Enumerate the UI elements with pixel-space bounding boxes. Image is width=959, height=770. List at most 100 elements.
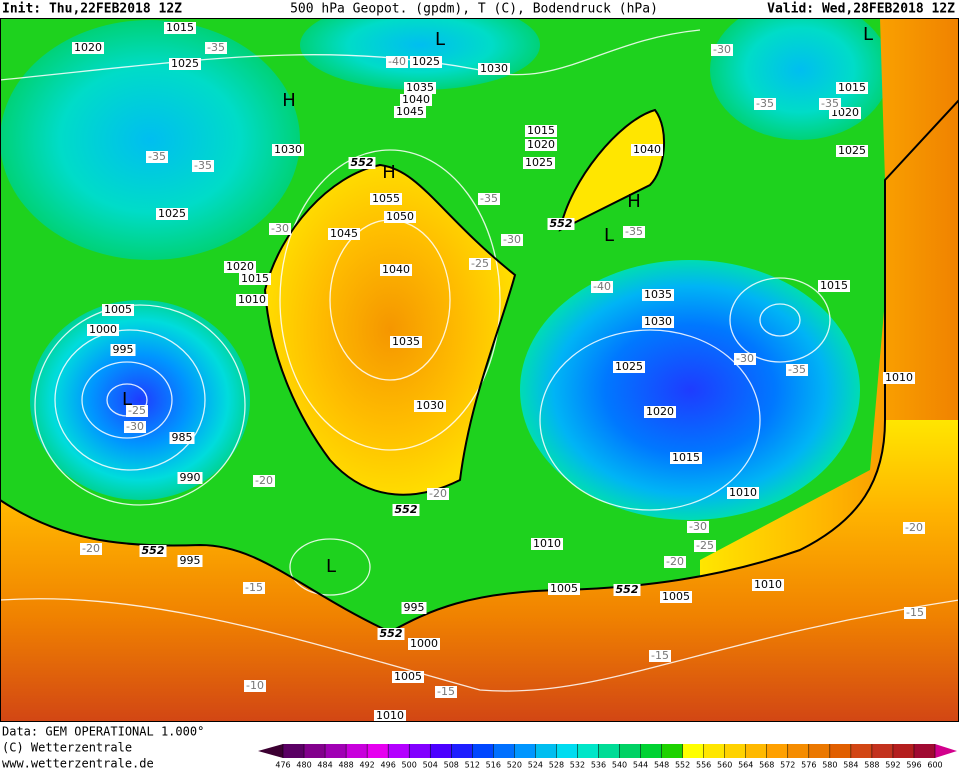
pressure-label: 1000 <box>89 323 117 336</box>
colorbar: 476 480 484 488 492 496 500 504 508 512 516 520 524 5… <box>258 744 957 770</box>
pressure-label: 995 <box>180 554 201 567</box>
temperature-label-box <box>734 353 756 365</box>
pressure-label-box <box>414 400 446 412</box>
temperature-label-box <box>427 488 449 500</box>
pressure-label-box <box>380 264 412 276</box>
copyright: (C) Wetterzentrale <box>2 741 132 755</box>
colorbar-swatch <box>430 744 452 758</box>
temperature-label: -25 <box>471 257 489 270</box>
colorbar-label: 492 <box>359 761 374 770</box>
colorbar-label: 536 <box>591 761 606 770</box>
temperature-label: -35 <box>148 150 166 163</box>
colorbar-label: 564 <box>738 761 753 770</box>
height-label-box <box>547 218 575 230</box>
temperature-label-group: -15 <box>243 581 265 594</box>
temperature-label: -15 <box>437 685 455 698</box>
pressure-label: 1030 <box>416 399 444 412</box>
temperature-label-box <box>192 160 214 172</box>
colorbar-label: 544 <box>633 761 648 770</box>
isohypse-552 <box>0 99 959 634</box>
pressure-label-group: 1010 <box>531 537 563 550</box>
colorbar-label: 500 <box>402 761 417 770</box>
temperature-label-group: -20 <box>664 555 686 568</box>
temperature-label-group: -35 <box>786 363 808 376</box>
pressure-label-group: 1025 <box>169 57 201 70</box>
pressure-label-group: 985 <box>169 431 195 444</box>
height-label-box <box>613 584 641 596</box>
pressure-label-box <box>392 671 424 683</box>
temperature-label-box <box>435 686 457 698</box>
temperature-label: -10 <box>246 679 264 692</box>
pressure-label: 1015 <box>241 272 269 285</box>
pressure-label-box <box>400 94 432 106</box>
temperature-label: -35 <box>625 225 643 238</box>
pressure-label-box <box>525 139 557 151</box>
pressure-label-group: 1010 <box>752 578 784 591</box>
pressure-label-group: 1030 <box>272 143 304 156</box>
colorbar-swatch <box>472 744 494 758</box>
pressure-label-group: 1015 <box>818 279 850 292</box>
pressure-label-box <box>169 432 195 444</box>
pressure-label: 1035 <box>392 335 420 348</box>
temperature-label-box <box>478 193 500 205</box>
ridge <box>560 110 665 230</box>
pressure-label-box <box>87 324 119 336</box>
height-label: 552 <box>380 627 403 640</box>
pressure-label-box <box>169 58 201 70</box>
pressure-label: 1025 <box>412 55 440 68</box>
colorbar-swatch <box>850 744 872 758</box>
temperature-label-box <box>243 582 265 594</box>
pressure-label: 1010 <box>376 709 404 722</box>
colorbar-label: 516 <box>486 761 501 770</box>
pressure-label-group: 1010 <box>374 709 406 722</box>
pressure-label-group: 1005 <box>548 582 580 595</box>
pressure-label-box <box>478 63 510 75</box>
pressure-label: 1010 <box>238 293 266 306</box>
pressure-label-group: 995 <box>110 343 136 356</box>
pressure-label: 1050 <box>386 210 414 223</box>
temperature-label-box <box>269 223 291 235</box>
temperature-label-box <box>386 56 408 68</box>
colorbar-swatch <box>598 744 620 758</box>
height-label-group: 552 <box>139 544 167 557</box>
pressure-label-group: 1040 <box>380 263 412 276</box>
pressure-label-box <box>525 125 557 137</box>
pressure-label: 1020 <box>226 260 254 273</box>
colorbar-label: 496 <box>381 761 396 770</box>
temperature-label-box <box>694 540 716 552</box>
temperature-label: -15 <box>651 649 669 662</box>
pressure-label-group: 1005 <box>102 303 134 316</box>
temperature-label: -35 <box>207 41 225 54</box>
colorbar-label: 480 <box>296 761 311 770</box>
pressure-label: 1005 <box>104 303 132 316</box>
temperature-label-group: -35 <box>819 97 841 110</box>
pressure-label-box <box>404 82 436 94</box>
height-label: 552 <box>616 583 639 596</box>
colorbar-label: 520 <box>507 761 522 770</box>
temperature-label-box <box>146 151 168 163</box>
height-label-group: 552 <box>377 627 405 640</box>
temperature-label: -35 <box>756 97 774 110</box>
colorbar-swatch <box>682 744 704 758</box>
pressure-label: 1010 <box>885 371 913 384</box>
colorbar-swatch <box>724 744 746 758</box>
pressure-label-group: 1020 <box>644 405 676 418</box>
pressure-label: 1000 <box>410 637 438 650</box>
temperature-label-group: -35 <box>192 159 214 172</box>
pressure-label: 1010 <box>754 578 782 591</box>
height-label-box <box>377 628 405 640</box>
height-label-group: 552 <box>547 217 575 230</box>
pressure-label-group: 1005 <box>660 590 692 603</box>
pressure-label: 1020 <box>646 405 674 418</box>
temperature-label-group: -30 <box>687 520 709 533</box>
pressure-label: 1030 <box>274 143 302 156</box>
pressure-label-group: 990 <box>177 471 203 484</box>
valid-time: Valid: Wed,28FEB2018 12Z <box>767 2 955 17</box>
temperature-label-box <box>786 364 808 376</box>
pressure-label-group: 1010 <box>883 371 915 384</box>
temperature-label-group: -40 <box>386 55 408 68</box>
temperature-label-box <box>664 556 686 568</box>
pressure-label-box <box>164 22 196 34</box>
